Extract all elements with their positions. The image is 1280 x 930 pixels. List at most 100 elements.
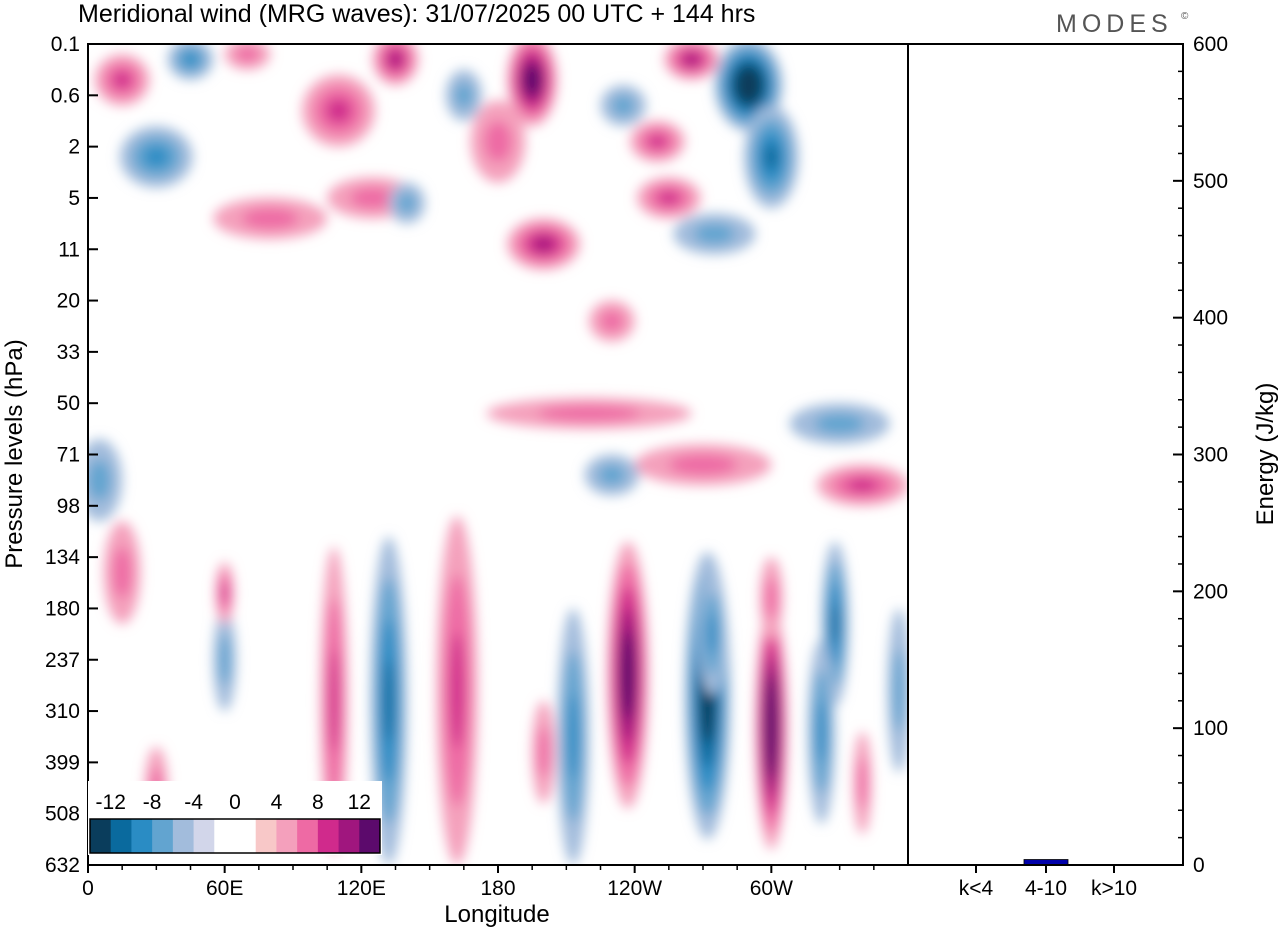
wind-feature-13-layer-1 <box>219 634 230 685</box>
colorbar-swatch <box>276 819 297 853</box>
wind-feature-11-layer-2 <box>817 701 826 763</box>
y-tick-label: 71 <box>57 444 80 467</box>
energy-category-label: k<4 <box>959 877 994 900</box>
wind-feature-40-layer-1 <box>815 413 865 434</box>
energy-frame <box>908 44 1183 865</box>
energy-tick-label: 0 <box>1193 854 1205 877</box>
energy-categories: k<4 4-10 k>10 <box>959 865 1137 900</box>
colorbar-swatch <box>214 819 235 853</box>
y-tick-label: 310 <box>45 700 80 723</box>
wind-feature-0-layer-6 <box>768 709 774 744</box>
wind-feature-8-layer-3 <box>384 660 393 742</box>
wind-feature-18-layer-6 <box>744 78 754 91</box>
colorbar-swatch <box>318 819 339 853</box>
wind-feature-39-layer-1 <box>538 406 641 421</box>
wind-feature-37-layer-1 <box>398 193 416 214</box>
colorbar-swatch <box>235 819 256 853</box>
colorbar-swatch <box>152 819 173 853</box>
colorbar-swatch <box>256 819 277 853</box>
wind-feature-25-layer-2 <box>144 147 168 168</box>
wind-feature-29-layer-1 <box>236 47 259 62</box>
colorbar-swatch <box>111 819 132 853</box>
colorbar: -12 -8 -4 0 4 8 12 <box>88 781 382 855</box>
chart-figure: Meridional wind (MRG waves): 31/07/2025 … <box>0 0 1280 930</box>
energy-axis-ticks: 0 100 200 300 400 500 600 <box>1173 33 1228 877</box>
y-axis-label: Pressure levels (hPa) <box>1 339 28 568</box>
energy-tick-label: 400 <box>1193 307 1228 330</box>
wind-feature-22-layer-3 <box>534 238 552 251</box>
wind-feature-36-layer-1 <box>242 208 299 229</box>
y-tick-label: 98 <box>57 495 80 518</box>
wind-feature-20-layer-5 <box>528 72 536 87</box>
wind-feature-12-layer-1 <box>893 649 904 731</box>
y-tick-label: 33 <box>57 341 80 364</box>
colorbar-swatch <box>359 819 380 853</box>
wind-feature-41-layer-1 <box>88 460 111 501</box>
x-tick-label: 0 <box>82 877 94 900</box>
y-tick-label: 632 <box>45 854 80 877</box>
y-tick-label: 508 <box>45 803 80 826</box>
wind-feature-33-layer-1 <box>612 95 635 116</box>
colorbar-label: 8 <box>312 791 324 814</box>
wind-feature-42-layer-2 <box>847 478 877 492</box>
y-tick-label: 0.6 <box>51 84 80 107</box>
y-tick-label: 5 <box>68 187 80 210</box>
wind-feature-15-layer-1 <box>113 547 131 598</box>
x-axis-ticks: 0 60E 120E 180 120W 60W <box>82 865 874 900</box>
wind-feature-1-layer-1 <box>766 578 777 619</box>
colorbar-swatch <box>297 819 318 853</box>
wind-feature-34-layer-1 <box>455 82 473 108</box>
wind-feature-43-layer-1 <box>669 455 737 476</box>
energy-tick-label: 100 <box>1193 717 1228 740</box>
wind-feature-31-layer-2 <box>648 135 666 149</box>
wind-feature-24-layer-2 <box>183 53 198 67</box>
energy-tick-label: 200 <box>1193 580 1228 603</box>
y-tick-label: 11 <box>58 238 80 261</box>
x-tick-label: 120E <box>337 877 386 900</box>
wind-feature-10-layer-3 <box>832 603 839 644</box>
wind-feature-9-layer-2 <box>329 649 338 752</box>
x-tick-label: 60E <box>206 877 243 900</box>
wind-feature-35-layer-1 <box>350 188 396 209</box>
y-tick-label: 134 <box>45 546 80 569</box>
colorbar-label: -12 <box>96 791 126 814</box>
chart-title: Meridional wind (MRG waves): 31/07/2025 … <box>78 0 755 28</box>
wind-feature-28-layer-3 <box>390 53 401 66</box>
y-tick-label: 399 <box>45 751 80 774</box>
energy-panel: 0 100 200 300 400 500 600 k<4 4-10 k>10 Energy (… <box>908 33 1279 900</box>
wind-feature-32-layer-2 <box>658 191 679 205</box>
y-tick-label: 50 <box>57 392 80 415</box>
wind-feature-7-layer-2 <box>450 632 464 748</box>
colorbar-swatch <box>194 819 215 853</box>
energy-axis-label: Energy (J/kg) <box>1252 383 1279 526</box>
wind-feature-17-layer-1 <box>858 757 867 808</box>
colorbar-label: 0 <box>229 791 241 814</box>
x-tick-label: 180 <box>480 877 515 900</box>
colorbar-label: 12 <box>348 791 371 814</box>
wind-feature-30-layer-3 <box>685 54 699 64</box>
wind-feature-21-layer-1 <box>484 121 511 162</box>
wind-feature-5-layer-2 <box>568 694 579 780</box>
wind-feature-3-layer-2 <box>708 614 717 655</box>
wind-feature-27-layer-2 <box>326 99 350 123</box>
colorbar-label: 4 <box>271 791 283 814</box>
wind-feature-19-layer-3 <box>765 144 779 170</box>
wind-feature-6-layer-1 <box>538 726 549 777</box>
energy-category-label: k>10 <box>1091 877 1137 900</box>
colorbar-label: -8 <box>143 791 162 814</box>
colorbar-swatch <box>339 819 360 853</box>
y-tick-label: 2 <box>68 136 80 159</box>
modes-logo: MODES © <box>1056 10 1189 38</box>
energy-tick-label: 300 <box>1193 444 1228 467</box>
x-tick-label: 120W <box>607 877 662 900</box>
colorbar-swatch <box>173 819 194 853</box>
wind-feature-26-layer-2 <box>113 71 131 88</box>
y-tick-label: 180 <box>45 597 80 620</box>
colorbar-swatch <box>131 819 152 853</box>
wind-feature-38-layer-1 <box>601 311 624 332</box>
x-tick-label: 60W <box>750 877 793 900</box>
energy-tick-label: 600 <box>1193 33 1228 56</box>
y-tick-label: 237 <box>45 649 80 672</box>
wind-feature-23-layer-1 <box>694 224 735 245</box>
energy-tick-label: 500 <box>1193 170 1228 193</box>
